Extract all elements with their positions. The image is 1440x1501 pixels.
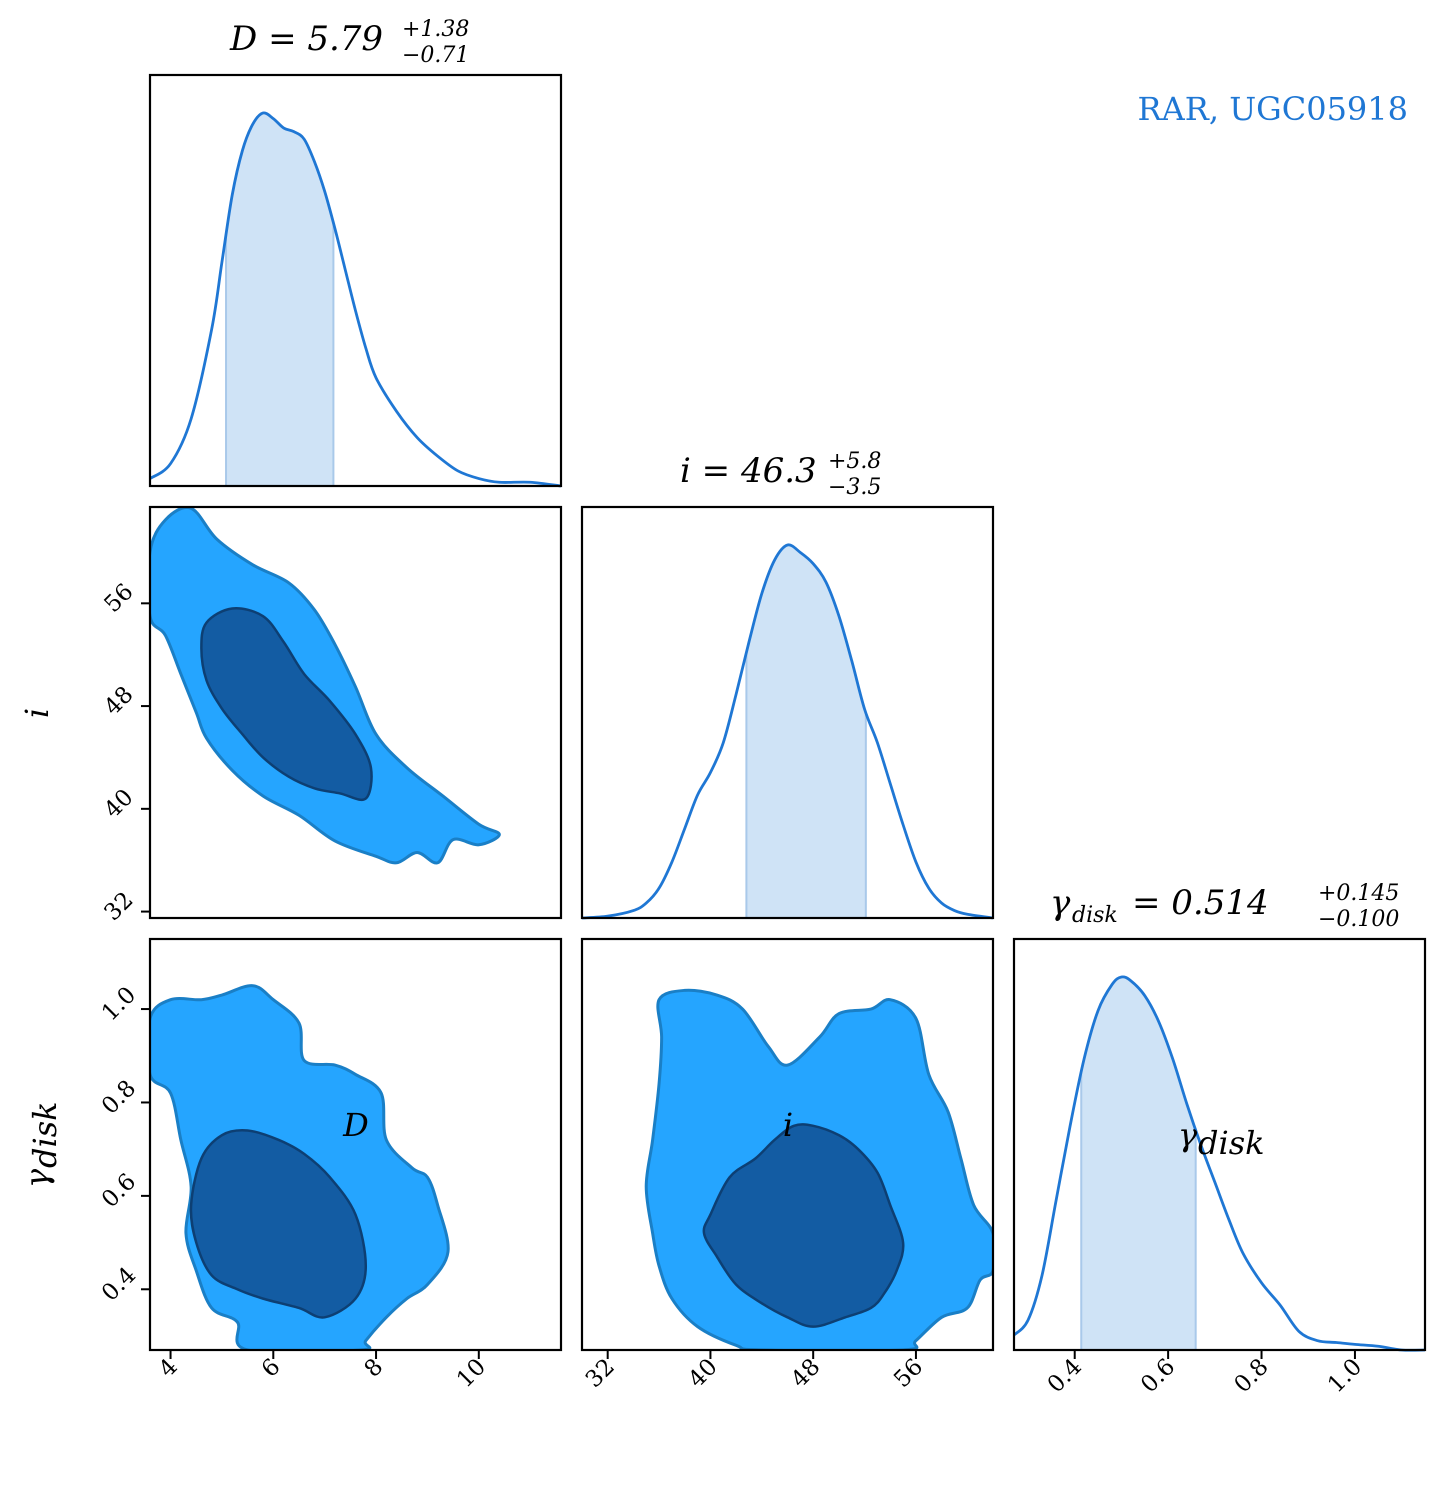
D-credible-band <box>226 112 334 487</box>
D-gamma-contours <box>150 984 450 1350</box>
D-density-curve <box>149 111 562 488</box>
title-i-sub: −3.5 <box>828 475 881 500</box>
D-gamma-frame <box>148 937 563 1352</box>
title-i: i = 46.3 +5.8 −3.5 <box>680 449 881 500</box>
D-gamma-xtick-label: 4 <box>154 1354 183 1383</box>
D-gamma-ytick-label: 1.0 <box>97 982 141 1026</box>
i-gamma-xtick-label: 48 <box>786 1354 825 1393</box>
i-gamma-xtick-label: 40 <box>684 1354 723 1393</box>
xlabel-D: D <box>342 1106 369 1144</box>
D-i-inner-contour <box>200 607 373 802</box>
D-i-frame <box>148 505 563 920</box>
xlabel-i: i <box>783 1106 793 1144</box>
gamma-density-curve <box>1012 975 1426 1352</box>
gamma-frame <box>1012 937 1427 1352</box>
i-frame <box>580 505 995 920</box>
i-gamma-contours <box>644 988 993 1350</box>
panel-D-marginal <box>148 73 563 488</box>
i-gamma-xtick-label: 56 <box>889 1354 928 1393</box>
D-i-ytick-label: 32 <box>100 887 139 926</box>
title-D-main: D = 5.79 <box>229 19 383 59</box>
gamma-xtick-label: 0.8 <box>1230 1354 1274 1398</box>
legend-label: RAR, UGC05918 <box>1138 90 1408 128</box>
D-gamma-xtick-label: 10 <box>452 1354 491 1393</box>
title-gamma-sup: +0.145 <box>1318 881 1399 906</box>
panel-i-vs-gamma: 32 40 48 56 <box>580 937 995 1393</box>
title-i-sup: +5.8 <box>828 449 881 474</box>
title-gamma-sub: −0.100 <box>1318 907 1399 932</box>
D-i-outer-contour <box>150 507 501 865</box>
panel-i-marginal <box>580 505 995 920</box>
i-gamma-xtick-label: 32 <box>581 1354 620 1393</box>
panel-gamma-marginal: 0.4 0.6 0.8 1.0 <box>1012 937 1427 1398</box>
D-i-ytick-label: 40 <box>100 784 139 823</box>
title-D: D = 5.79 +1.38 −0.71 <box>229 17 469 68</box>
panel-D-vs-i: 32 40 48 56 <box>100 505 563 926</box>
xlabel-gamma-sub: disk <box>1198 1124 1265 1162</box>
D-i-contours <box>150 507 501 865</box>
ylabel-gamma: γ disk <box>18 1101 64 1188</box>
xlabel-gamma-main: γ <box>1178 1116 1198 1154</box>
gamma-xtick-label: 1.0 <box>1323 1354 1367 1398</box>
D-i-ytick-label: 56 <box>100 579 139 618</box>
i-density-curve <box>581 543 994 920</box>
gamma-xtick-label: 0.6 <box>1136 1354 1180 1398</box>
title-gamma-main: γ <box>1050 883 1071 923</box>
D-gamma-xtick-label: 8 <box>360 1354 389 1383</box>
title-D-sub: −0.71 <box>402 43 469 68</box>
gamma-credible-band <box>1081 976 1196 1350</box>
panel-D-vs-gamma: 0.4 0.6 0.8 1.0 4 6 8 10 <box>97 937 563 1393</box>
title-gamma: γ disk = 0.514 +0.145 −0.100 <box>1050 881 1399 932</box>
ylabel-gamma-sub: disk <box>26 1101 64 1168</box>
D-i-ytick-label: 48 <box>100 682 139 721</box>
xlabel-gamma: γ disk <box>1178 1116 1265 1162</box>
ylabel-i: i <box>18 708 56 718</box>
D-gamma-ytick-label: 0.6 <box>97 1169 141 1213</box>
D-gamma-xtick-label: 6 <box>257 1354 286 1383</box>
D-frame <box>148 73 563 488</box>
gamma-xtick-label: 0.4 <box>1043 1354 1087 1398</box>
title-gamma-subscript: disk <box>1072 903 1118 928</box>
title-D-sup: +1.38 <box>402 17 469 42</box>
D-gamma-inner-contour <box>189 1128 368 1319</box>
i-gamma-frame <box>580 937 995 1352</box>
ylabel-gamma-main: γ <box>18 1168 56 1188</box>
D-gamma-ytick-label: 0.4 <box>97 1262 141 1306</box>
i-credible-band <box>746 544 867 918</box>
title-gamma-value: = 0.514 <box>1132 883 1269 923</box>
i-gamma-inner-contour <box>702 1123 905 1328</box>
D-gamma-ytick-label: 0.8 <box>97 1075 141 1119</box>
title-i-main: i = 46.3 <box>680 451 817 491</box>
